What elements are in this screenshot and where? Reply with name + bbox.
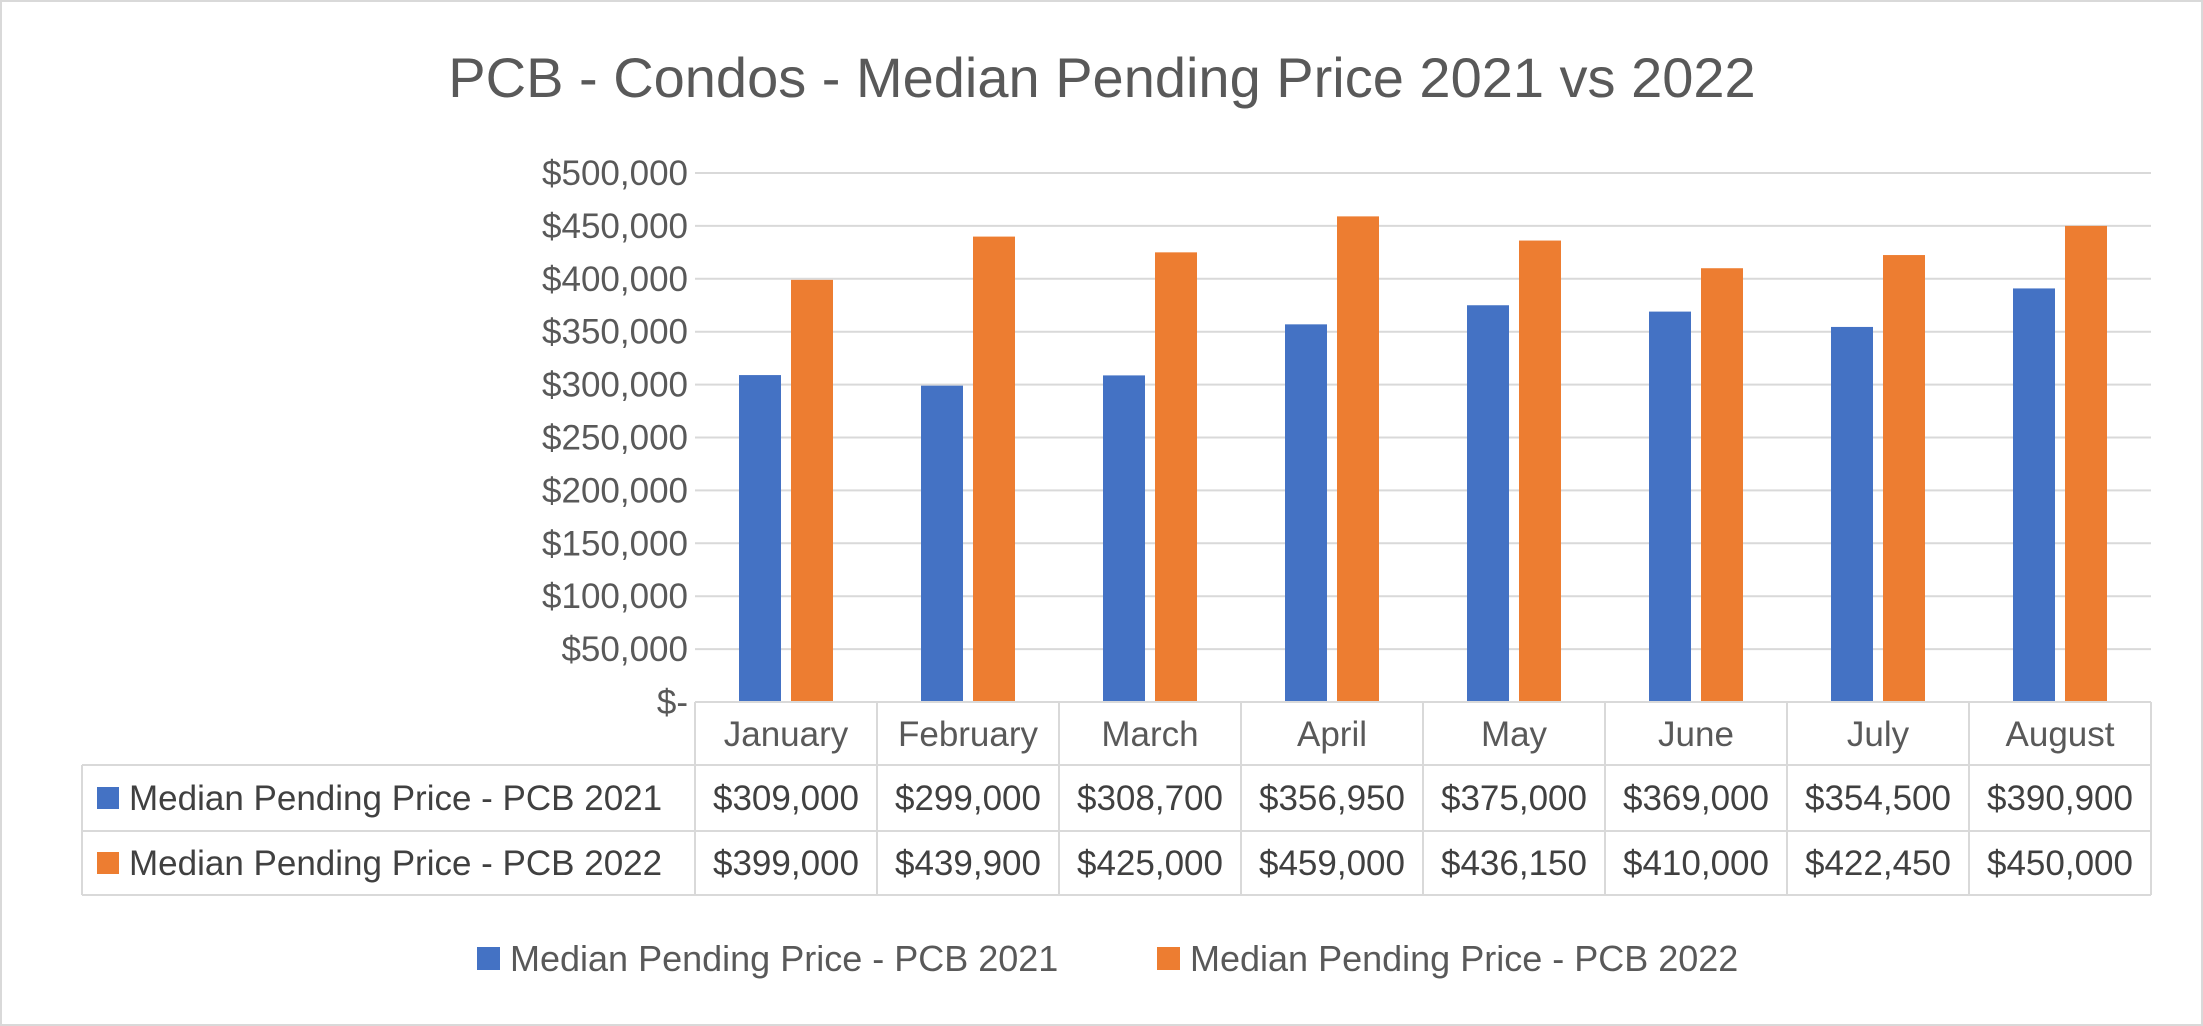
table-cell-value: $308,700 bbox=[1077, 779, 1223, 818]
table-cell-value: $299,000 bbox=[895, 779, 1041, 818]
bar-2022-march bbox=[1155, 252, 1197, 702]
bar-2022-july bbox=[1883, 255, 1925, 702]
table-cell-value: $375,000 bbox=[1441, 779, 1587, 818]
table-cell-value: $410,000 bbox=[1623, 844, 1769, 883]
gridlines bbox=[695, 172, 2151, 651]
table-cell-value: $309,000 bbox=[713, 779, 859, 818]
table-cell-value: $422,450 bbox=[1805, 844, 1951, 883]
y-tick-label: $250,000 bbox=[542, 419, 688, 458]
table-cell-value: $425,000 bbox=[1077, 844, 1223, 883]
table-cell-value: $390,900 bbox=[1987, 779, 2133, 818]
category-label: January bbox=[724, 715, 849, 754]
bar-2022-april bbox=[1337, 216, 1379, 703]
bar-2021-march bbox=[1103, 375, 1145, 702]
table-legend-swatch bbox=[97, 787, 119, 809]
legend: Median Pending Price - PCB 2021 Median Pe… bbox=[477, 938, 1738, 979]
legend-swatch-2021 bbox=[477, 947, 500, 970]
bar-2022-may bbox=[1519, 240, 1561, 703]
table-cell-value: $399,000 bbox=[713, 844, 859, 883]
category-label: April bbox=[1297, 715, 1367, 754]
bar-2022-february bbox=[973, 236, 1015, 702]
table-cell-value: $450,000 bbox=[1987, 844, 2133, 883]
table-cell-value: $354,500 bbox=[1805, 779, 1951, 818]
bar-2021-april bbox=[1285, 324, 1327, 702]
bar-2021-june bbox=[1649, 311, 1691, 702]
legend-label-2021: Median Pending Price - PCB 2021 bbox=[510, 938, 1058, 979]
category-label: February bbox=[898, 715, 1039, 754]
category-label: July bbox=[1847, 715, 1910, 754]
table-legend-swatch bbox=[97, 852, 119, 874]
y-tick-label: $- bbox=[657, 683, 688, 722]
bar-2021-february bbox=[921, 385, 963, 702]
y-tick-label: $500,000 bbox=[542, 154, 688, 193]
bar-2022-january bbox=[791, 279, 833, 702]
bar-2021-july bbox=[1831, 326, 1873, 702]
y-tick-label: $300,000 bbox=[542, 366, 688, 405]
y-tick-label: $100,000 bbox=[542, 577, 688, 616]
legend-label-2022: Median Pending Price - PCB 2022 bbox=[1190, 938, 1738, 979]
data-table: January February March April May June July Augu… bbox=[81, 701, 2152, 896]
category-label: March bbox=[1101, 715, 1198, 754]
y-tick-label: $150,000 bbox=[542, 524, 688, 563]
bar-2021-may bbox=[1467, 305, 1509, 702]
table-cell-value: $369,000 bbox=[1623, 779, 1769, 818]
table-series-name: Median Pending Price - PCB 2021 bbox=[129, 779, 662, 818]
category-label: June bbox=[1658, 715, 1734, 754]
table-cell-value: $459,000 bbox=[1259, 844, 1405, 883]
bar-2022-august bbox=[2065, 225, 2107, 702]
table-cell-value: $356,950 bbox=[1259, 779, 1405, 818]
table-cell-value: $436,150 bbox=[1441, 844, 1587, 883]
y-tick-label: $450,000 bbox=[542, 207, 688, 246]
bar-2021-january bbox=[739, 375, 781, 702]
bar-2021-august bbox=[2013, 288, 2055, 702]
y-tick-label: $50,000 bbox=[561, 630, 688, 669]
legend-swatch-2022 bbox=[1157, 947, 1180, 970]
category-label: May bbox=[1481, 715, 1548, 754]
y-tick-label: $200,000 bbox=[542, 471, 688, 510]
chart-title: PCB - Condos - Median Pending Price 2021… bbox=[448, 46, 1755, 109]
bar-2022-june bbox=[1701, 268, 1743, 702]
table-series-name: Median Pending Price - PCB 2022 bbox=[129, 844, 662, 883]
table-cell-value: $439,900 bbox=[895, 844, 1041, 883]
category-label: August bbox=[2006, 715, 2115, 754]
bars bbox=[739, 216, 2107, 703]
y-tick-label: $400,000 bbox=[542, 260, 688, 299]
y-tick-label: $350,000 bbox=[542, 313, 688, 352]
y-axis-tick-labels: $- $50,000 $100,000 $150,000 $200,000 $250,00… bbox=[542, 154, 688, 722]
